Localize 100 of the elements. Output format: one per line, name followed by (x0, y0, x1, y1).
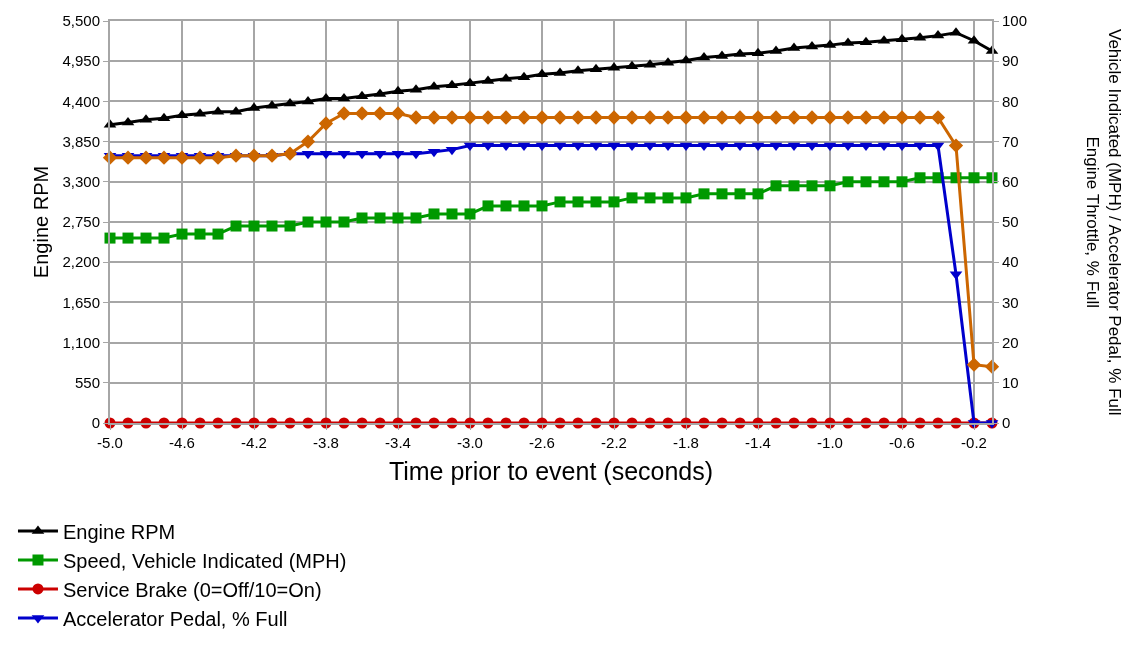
point (732, 110, 748, 125)
point (606, 110, 622, 125)
point (428, 208, 440, 220)
point (355, 150, 369, 160)
point (516, 110, 532, 125)
point (733, 142, 747, 152)
point (355, 90, 369, 100)
point (409, 150, 423, 160)
y-tick-label: 4,950 (62, 52, 100, 70)
point (176, 228, 188, 240)
point (570, 110, 586, 125)
point (158, 232, 170, 244)
y2-tick-label: 70 (1002, 132, 1019, 150)
point (554, 196, 566, 208)
point (392, 212, 404, 224)
point (589, 142, 603, 152)
point (337, 92, 351, 102)
point (336, 106, 352, 121)
point (372, 106, 388, 121)
y2-tick-label: 60 (1002, 173, 1019, 191)
point (896, 176, 908, 188)
point (751, 142, 765, 152)
point (842, 176, 854, 188)
point (517, 142, 531, 152)
y-axis-title: Engine RPM (30, 165, 53, 279)
point (769, 142, 783, 152)
point (643, 142, 657, 152)
point (859, 142, 873, 152)
point (895, 33, 909, 43)
point (968, 172, 980, 184)
point (642, 110, 658, 125)
point (499, 142, 513, 152)
point (444, 110, 460, 125)
point (300, 134, 316, 149)
point (678, 110, 694, 125)
point (318, 116, 334, 131)
point (698, 188, 710, 200)
point (140, 232, 152, 244)
y2-tick-label: 50 (1002, 213, 1019, 231)
point (500, 200, 512, 212)
point (804, 110, 820, 125)
y2-tick-label: 30 (1002, 293, 1019, 311)
point (319, 92, 333, 102)
point (354, 106, 370, 121)
point (535, 68, 549, 78)
point (391, 150, 405, 160)
y-tick-label: 1,100 (62, 333, 100, 351)
point (841, 142, 855, 152)
x-tick-label: -3.0 (457, 434, 483, 451)
point (608, 196, 620, 208)
point (806, 180, 818, 192)
point (714, 110, 730, 125)
point (319, 150, 333, 160)
point (426, 110, 442, 125)
x-axis-title: Time prior to event (seconds) (388, 456, 714, 485)
point (805, 142, 819, 152)
point (410, 212, 422, 224)
y-tick-label: 0 (91, 414, 100, 432)
x-tick-label: -4.2 (241, 434, 267, 451)
y-tick-label: 5,500 (62, 12, 100, 30)
point (535, 142, 549, 152)
point (625, 142, 639, 152)
point (480, 110, 496, 125)
point (626, 192, 638, 204)
point (175, 109, 189, 119)
point (858, 110, 874, 125)
point (571, 142, 585, 152)
point (446, 208, 458, 220)
point (823, 142, 837, 152)
y-tick-label: 3,300 (62, 173, 100, 191)
legend-label: Speed, Vehicle Indicated (MPH) (62, 549, 347, 572)
point (696, 110, 712, 125)
point (770, 180, 782, 192)
point (481, 142, 495, 152)
y-tick-label: 3,850 (62, 132, 100, 150)
point (786, 110, 802, 125)
point (788, 180, 800, 192)
point (948, 138, 964, 153)
y2-tick-label: 100 (1002, 12, 1028, 30)
point (498, 110, 514, 125)
point (824, 180, 836, 192)
point (878, 176, 890, 188)
point (553, 142, 567, 152)
point (734, 188, 746, 200)
point (194, 228, 206, 240)
point (572, 196, 584, 208)
point (588, 110, 604, 125)
y2-tick-label: 80 (1002, 92, 1019, 110)
point (462, 110, 478, 125)
x-tick-label: -4.6 (169, 434, 195, 451)
point (697, 142, 711, 152)
point (390, 106, 406, 121)
point (877, 142, 891, 152)
y2-tick-label: 40 (1002, 253, 1019, 271)
point (302, 216, 314, 228)
point (822, 110, 838, 125)
y2-tick-label: 0 (1002, 414, 1011, 432)
point (752, 188, 764, 200)
x-tick-label: -1.0 (817, 434, 843, 451)
y-tick-label: 2,200 (62, 253, 100, 271)
